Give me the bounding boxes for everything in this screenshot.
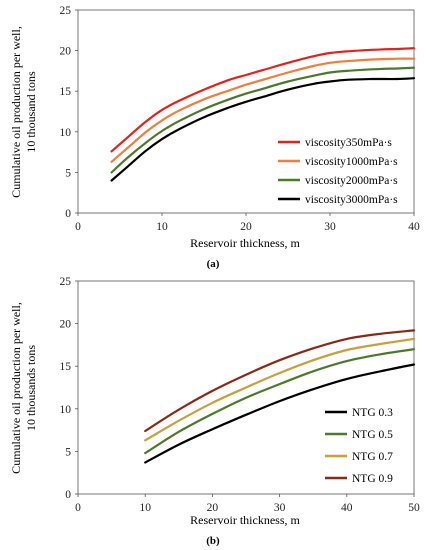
chart-b-series-line-1	[144, 348, 416, 455]
chart-a-ytick-label: 0	[65, 208, 71, 220]
chart-a-series-line-0	[110, 47, 416, 153]
chart-b-xtick-label: 50	[408, 502, 420, 514]
chart-a-xtick-label: 10	[156, 221, 168, 233]
chart-b-ytick-label: 10	[60, 404, 72, 416]
chart-a-ytick-label: 25	[60, 5, 72, 17]
chart-a-xtick-label: 20	[240, 221, 252, 233]
chart-a-series-line-1	[110, 57, 416, 163]
chart-a-ytick-label: 15	[60, 86, 72, 98]
chart-b-ylabel-line2: 10 thousands tons	[24, 345, 38, 431]
chart-b-ylabel-line1: Cumulative oil production per well,	[9, 302, 23, 474]
chart-b-xtick-label: 40	[341, 502, 353, 514]
chart-b-ytick-label: 25	[60, 276, 72, 288]
chart-b-series-line-0	[144, 363, 416, 464]
chart-b-legend-label: NTG 0.5	[352, 429, 393, 441]
chart-b-xtick-label: 10	[139, 502, 151, 514]
chart-a-legend: viscosity350mPa·s viscosity1000mPa·s visco…	[278, 137, 398, 206]
chart-b-ytick-label: 15	[60, 361, 72, 373]
chart-b-ticks: 0 10 20 30 40 50 0 5 10 15 20 25	[60, 276, 421, 514]
chart-b-plot-frame	[77, 280, 415, 495]
chart-b-xlabel: Reservoir thickness, m	[190, 513, 300, 527]
chart-b-legend-label: NTG 0.9	[352, 473, 393, 485]
chart-a-ylabel-line2: 10 thousand tons	[24, 71, 38, 153]
chart-b-xtick-label: 20	[207, 502, 219, 514]
chart-b-series	[144, 329, 416, 464]
chart-a-ylabel-line1: Cumulative oil production per well,	[9, 26, 23, 198]
chart-a-xtick-label: 40	[408, 221, 420, 233]
chart-a-xtick-label: 30	[324, 221, 336, 233]
chart-a-series-line-2	[110, 66, 416, 174]
chart-b-xtick-label: 30	[274, 502, 286, 514]
chart-a-ticks: 0 10 20 30 40 0 5 10 15 20 25	[60, 5, 421, 233]
chart-a-ytick-label: 5	[65, 167, 71, 179]
chart-b-legend: NTG 0.3 NTG 0.5 NTG 0.7 NTG 0.9	[325, 407, 393, 485]
chart-a-ytick-label: 20	[60, 46, 72, 58]
chart-a-legend-label: viscosity1000mPa·s	[305, 156, 398, 168]
chart-b-ytick-label: 5	[65, 446, 71, 458]
chart-b-caption: (b)	[206, 535, 220, 547]
chart-a-series	[110, 47, 416, 182]
chart-b-series-line-2	[144, 337, 416, 442]
chart-a-legend-label: viscosity2000mPa·s	[305, 175, 398, 187]
chart-a-xtick-label: 0	[75, 221, 81, 233]
chart-a-legend-label: viscosity3000mPa·s	[305, 194, 398, 206]
chart-b-legend-label: NTG 0.3	[352, 407, 393, 419]
chart-b-legend-label: NTG 0.7	[352, 451, 393, 463]
chart-b: Cumulative oil production per well, 10 t…	[9, 276, 420, 547]
chart-a-xlabel: Reservoir thickness, m	[190, 236, 300, 250]
chart-b-ytick-label: 20	[60, 319, 72, 331]
chart-b-series-line-3	[144, 329, 416, 433]
chart-a-series-line-3	[110, 77, 416, 182]
chart-b-xtick-label: 0	[75, 502, 81, 514]
chart-b-ytick-label: 0	[65, 489, 71, 501]
chart-a-legend-label: viscosity350mPa·s	[305, 137, 392, 149]
chart-a-ytick-label: 10	[60, 127, 72, 139]
chart-a: Cumulative oil production per well, 10 t…	[9, 5, 420, 270]
chart-a-caption: (a)	[207, 258, 220, 270]
